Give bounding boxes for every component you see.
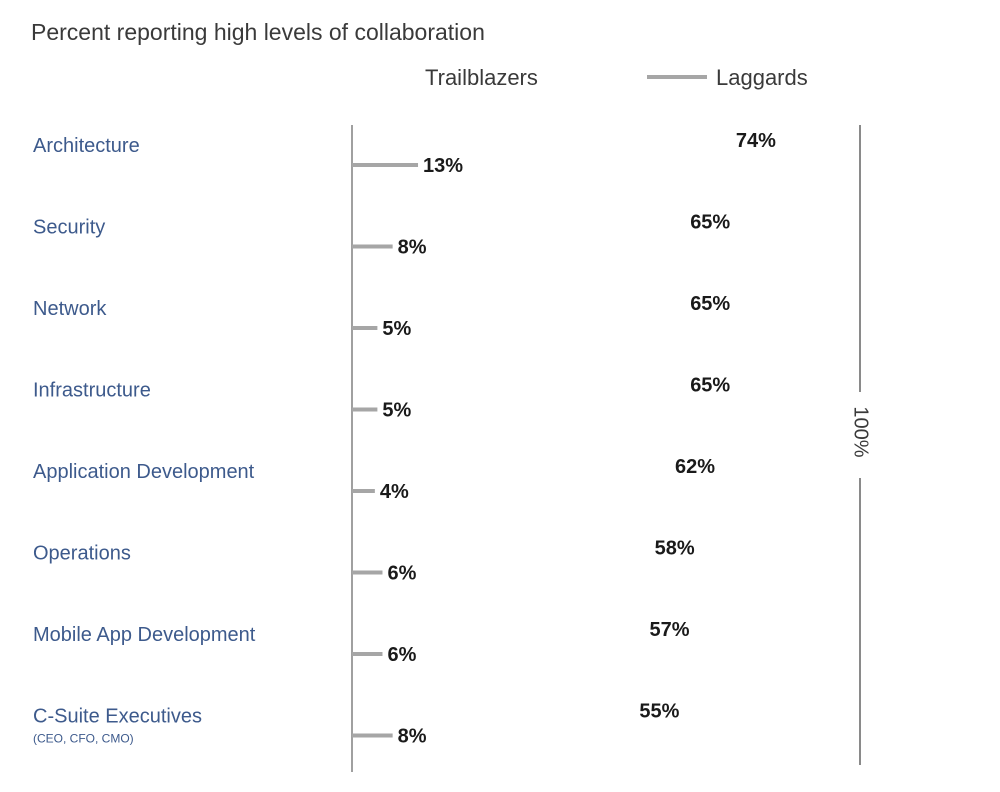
category-label-operations: Operations <box>33 543 131 565</box>
category-note-c-suite-executives: (CEO, CFO, CMO) <box>33 732 134 746</box>
value-label-trailblazers-architecture: 74% <box>736 130 776 152</box>
legend-label-laggards: Laggards <box>716 65 808 90</box>
category-label-c-suite-executives: C-Suite Executives <box>33 706 202 728</box>
value-label-laggards-operations: 6% <box>387 563 416 585</box>
category-label-architecture: Architecture <box>33 135 140 157</box>
value-label-laggards-security: 8% <box>398 237 427 259</box>
value-label-laggards-application-development: 4% <box>380 481 409 503</box>
value-label-laggards-c-suite-executives: 8% <box>398 726 427 748</box>
scale-label: 100% <box>850 406 872 457</box>
category-label-infrastructure: Infrastructure <box>33 380 151 402</box>
value-label-trailblazers-network: 65% <box>690 293 730 315</box>
value-label-laggards-infrastructure: 5% <box>382 400 411 422</box>
category-label-security: Security <box>33 217 105 239</box>
scale-bracket: 100% <box>850 125 872 765</box>
category-label-mobile-app-development: Mobile App Development <box>33 624 256 646</box>
category-label-network: Network <box>33 298 107 320</box>
value-label-trailblazers-mobile-app-development: 57% <box>650 619 690 641</box>
value-label-trailblazers-security: 65% <box>690 212 730 234</box>
legend: Trailblazers Laggards <box>349 65 808 90</box>
value-label-laggards-mobile-app-development: 6% <box>387 644 416 666</box>
value-label-trailblazers-infrastructure: 65% <box>690 375 730 397</box>
category-label-application-development: Application Development <box>33 461 255 483</box>
value-label-trailblazers-c-suite-executives: 55% <box>639 701 679 723</box>
value-label-laggards-network: 5% <box>382 318 411 340</box>
legend-label-trailblazers: Trailblazers <box>425 65 538 90</box>
bars-group: Architecture 74% 13% Security 65% 8% Network 65… <box>33 130 776 748</box>
chart-title: Percent reporting high levels of collabo… <box>31 19 485 45</box>
value-label-trailblazers-application-development: 62% <box>675 456 715 478</box>
value-label-trailblazers-operations: 58% <box>655 538 695 560</box>
value-label-laggards-architecture: 13% <box>423 155 463 177</box>
